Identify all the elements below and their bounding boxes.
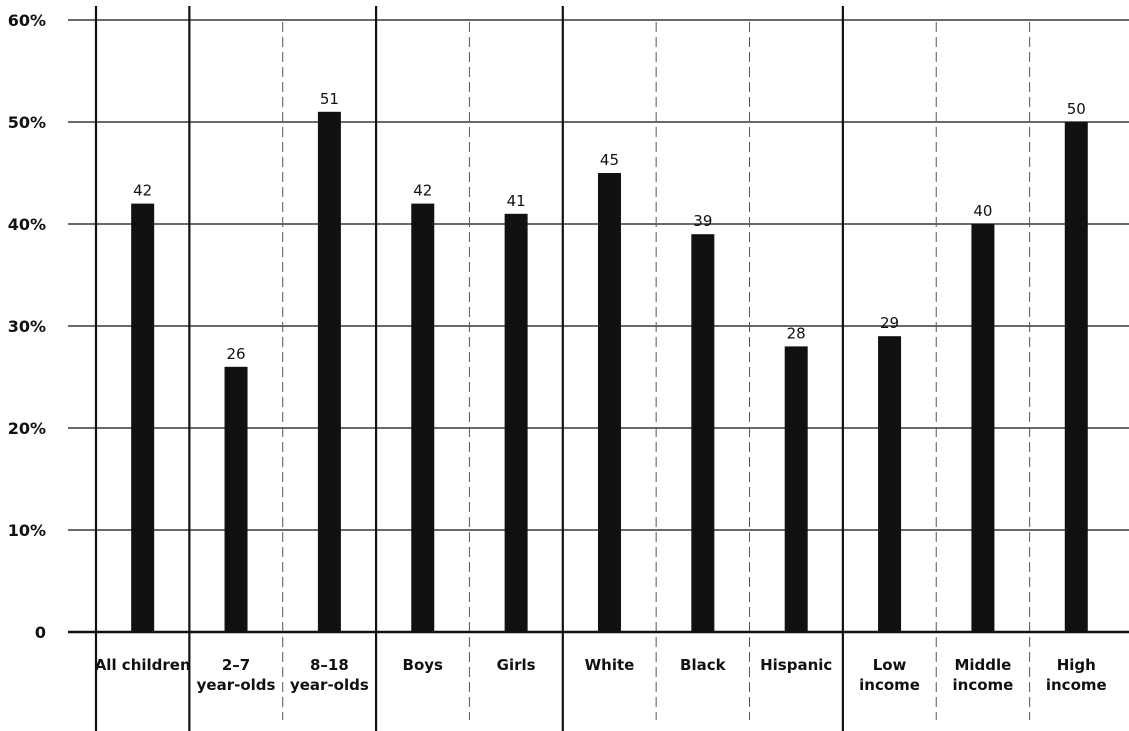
bar [504, 213, 528, 633]
data-label: 50 [1067, 100, 1086, 118]
data-label: 51 [320, 90, 339, 108]
bars [131, 111, 1088, 633]
category-label: Black [680, 656, 727, 674]
category-label: year-olds [290, 676, 369, 694]
category-label: income [1046, 676, 1107, 694]
category-label: Middle [954, 656, 1011, 674]
data-label: 28 [787, 324, 806, 342]
bar [131, 203, 155, 632]
y-tick-label: 20% [8, 419, 46, 438]
category-dividers [94, 6, 1031, 731]
bar [224, 366, 248, 632]
category-label: Hispanic [760, 656, 832, 674]
data-label: 42 [413, 182, 432, 200]
bar [597, 173, 621, 632]
category-label: 8–18 [310, 656, 349, 674]
bar [317, 111, 341, 633]
labels: 0 10% 20% 30% 40% 50% 60% 42 All children 26 2–7 ye… [8, 11, 1107, 694]
data-label: 26 [226, 345, 245, 363]
category-label: 2–7 [222, 656, 250, 674]
data-label: 29 [880, 314, 899, 332]
category-label: Boys [403, 656, 444, 674]
bar [784, 346, 808, 632]
bar [1064, 122, 1088, 632]
category-label: income [953, 676, 1014, 694]
y-tick-label: 0 [35, 623, 46, 642]
data-label: 40 [973, 202, 992, 220]
category-label: Low [873, 656, 907, 674]
bar [971, 224, 995, 632]
y-tick-label: 30% [8, 317, 46, 336]
y-tick-label: 60% [8, 11, 46, 30]
data-label: 39 [693, 212, 712, 230]
data-label: 42 [133, 182, 152, 200]
data-label: 45 [600, 151, 619, 169]
category-label: High [1057, 656, 1096, 674]
category-label: year-olds [197, 676, 276, 694]
category-label: Girls [497, 656, 536, 674]
y-tick-label: 40% [8, 215, 46, 234]
bar [691, 234, 715, 632]
data-label: 41 [507, 192, 526, 210]
bar [411, 203, 435, 632]
category-label: income [859, 676, 920, 694]
bar [878, 336, 902, 632]
y-tick-label: 10% [8, 521, 46, 540]
category-label: All children [95, 656, 191, 674]
category-label: White [585, 656, 635, 674]
y-tick-label: 50% [8, 113, 46, 132]
